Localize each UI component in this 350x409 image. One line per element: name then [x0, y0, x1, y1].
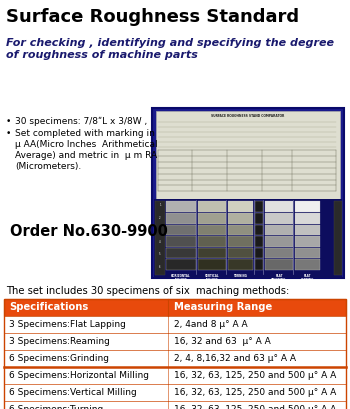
Bar	[228, 259, 253, 270]
Text: 2: 2	[159, 216, 161, 220]
Text: 4: 4	[159, 240, 161, 244]
Bar	[166, 201, 196, 212]
Text: 6 Specimens:Vertical Milling: 6 Specimens:Vertical Milling	[9, 388, 137, 397]
Bar	[166, 225, 196, 235]
Text: SURFACE ROUGHNESS STAND COMPARATOR: SURFACE ROUGHNESS STAND COMPARATOR	[211, 114, 285, 118]
Text: 16, 32, 63, 125, 250 and 500 μ° A A: 16, 32, 63, 125, 250 and 500 μ° A A	[174, 388, 336, 397]
Text: 16, 32, 63, 125, 250 and 500 μ° A A: 16, 32, 63, 125, 250 and 500 μ° A A	[174, 405, 336, 409]
Bar	[334, 201, 342, 275]
Bar	[265, 201, 293, 212]
Text: μ AA(Micro Inches  Arithmetical: μ AA(Micro Inches Arithmetical	[15, 140, 158, 149]
Text: 3 Specimens:Reaming: 3 Specimens:Reaming	[9, 337, 110, 346]
Bar	[295, 236, 320, 247]
Bar	[295, 225, 320, 235]
Text: FLAT
LAPPING: FLAT LAPPING	[300, 274, 314, 282]
Bar	[152, 108, 344, 278]
Bar	[198, 259, 226, 270]
Bar	[255, 213, 263, 224]
Text: 16, 32, 63, 125, 250 and 500 μ° A A: 16, 32, 63, 125, 250 and 500 μ° A A	[174, 371, 336, 380]
Text: 16, 32 and 63  μ° A A: 16, 32 and 63 μ° A A	[174, 337, 271, 346]
Bar	[4, 333, 346, 350]
Bar	[255, 225, 263, 235]
Bar	[198, 201, 226, 212]
Bar	[295, 248, 320, 258]
Text: 6 Specimens:Turning: 6 Specimens:Turning	[9, 405, 103, 409]
Bar	[198, 213, 226, 224]
Bar	[166, 236, 196, 247]
Bar	[265, 225, 293, 235]
Text: 6 Specimens:Grinding: 6 Specimens:Grinding	[9, 354, 109, 363]
Bar	[4, 367, 346, 384]
Bar	[295, 259, 320, 270]
Bar	[155, 201, 165, 275]
Text: 2, 4and 8 μ° A A: 2, 4and 8 μ° A A	[174, 320, 248, 329]
Text: TURNING: TURNING	[233, 274, 247, 278]
Bar	[198, 248, 226, 258]
Bar	[255, 201, 263, 212]
Text: Measuring Range: Measuring Range	[174, 303, 272, 312]
Bar	[295, 201, 320, 212]
Bar	[255, 259, 263, 270]
Text: Average) and metric in  μ m RA: Average) and metric in μ m RA	[15, 151, 157, 160]
Text: Order No.630-9900: Order No.630-9900	[10, 224, 168, 239]
Text: 6 Specimens:Horizontal Milling: 6 Specimens:Horizontal Milling	[9, 371, 149, 380]
Text: 2, 4, 8,16,32 and 63 μ° A A: 2, 4, 8,16,32 and 63 μ° A A	[174, 354, 296, 363]
Text: 6: 6	[159, 265, 161, 269]
Text: 30 specimens: 7/8ʺL x 3/8W ,: 30 specimens: 7/8ʺL x 3/8W ,	[15, 117, 147, 126]
Bar	[255, 236, 263, 247]
Text: 3 Specimens:Flat Lapping: 3 Specimens:Flat Lapping	[9, 320, 126, 329]
Bar	[166, 259, 196, 270]
Bar	[228, 236, 253, 247]
Text: 5: 5	[159, 252, 161, 256]
Bar	[156, 111, 340, 200]
Bar	[166, 248, 196, 258]
Text: (Micrometers).: (Micrometers).	[15, 162, 81, 171]
Bar	[4, 401, 346, 409]
Bar	[4, 299, 346, 316]
Text: •: •	[6, 129, 11, 138]
Bar	[4, 316, 346, 333]
Text: 1: 1	[159, 203, 161, 207]
Bar	[228, 248, 253, 258]
Bar	[228, 225, 253, 235]
Bar	[265, 259, 293, 270]
Text: 3: 3	[159, 228, 161, 232]
Bar	[4, 299, 346, 409]
Bar	[198, 225, 226, 235]
Bar	[265, 236, 293, 247]
Text: HORIZONTAL
MILLING: HORIZONTAL MILLING	[171, 274, 191, 282]
Bar	[228, 201, 253, 212]
Bar	[4, 350, 346, 367]
Text: Set completed with marking in: Set completed with marking in	[15, 129, 155, 138]
Text: VERTICAL
MILLING: VERTICAL MILLING	[205, 274, 219, 282]
Bar	[255, 248, 263, 258]
Bar	[228, 213, 253, 224]
Text: For checking , identifying and specifying the degree: For checking , identifying and specifyin…	[6, 38, 334, 48]
Text: •: •	[6, 117, 11, 126]
Bar	[154, 200, 342, 278]
Text: of roughness of machine parts: of roughness of machine parts	[6, 50, 198, 60]
Bar	[265, 248, 293, 258]
Bar	[198, 236, 226, 247]
Text: Surface Roughness Standard: Surface Roughness Standard	[6, 8, 299, 26]
Bar	[166, 213, 196, 224]
Bar	[4, 384, 346, 401]
Bar	[265, 213, 293, 224]
Text: Specifications: Specifications	[9, 303, 88, 312]
Bar	[295, 213, 320, 224]
Text: FLAT
GRINDING: FLAT GRINDING	[271, 274, 287, 282]
Text: The set includes 30 specimens of six  maching methods:: The set includes 30 specimens of six mac…	[6, 286, 289, 296]
